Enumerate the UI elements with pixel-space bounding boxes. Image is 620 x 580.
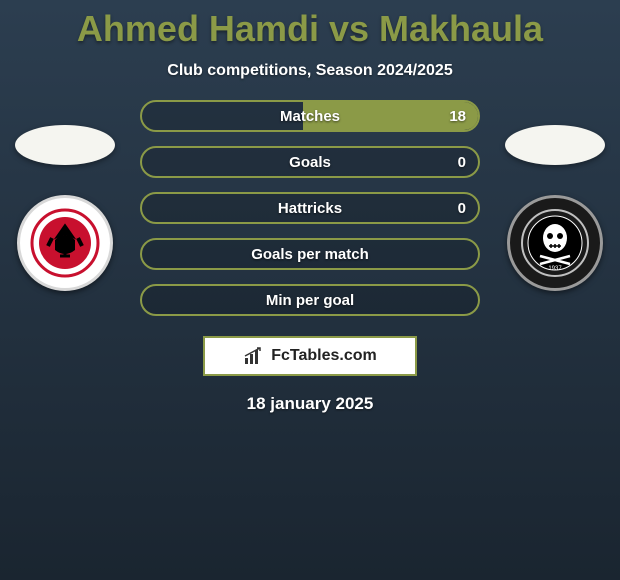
svg-text:1937: 1937 bbox=[548, 266, 562, 272]
stat-bar: Matches 18 bbox=[140, 100, 480, 132]
comparison-row: Matches 18 Goals 0 Hattricks 0 Goals per match… bbox=[0, 100, 620, 316]
stat-label: Goals bbox=[289, 154, 331, 171]
left-player-column bbox=[10, 125, 120, 291]
stat-bar: Min per goal bbox=[140, 284, 480, 316]
stat-bar: Goals per match bbox=[140, 238, 480, 270]
stat-label: Matches bbox=[280, 108, 340, 125]
stat-label: Goals per match bbox=[251, 246, 369, 263]
subtitle: Club competitions, Season 2024/2025 bbox=[0, 62, 620, 80]
stats-column: Matches 18 Goals 0 Hattricks 0 Goals per match… bbox=[140, 100, 480, 316]
stat-value-right: 0 bbox=[458, 200, 466, 217]
stat-bar: Hattricks 0 bbox=[140, 192, 480, 224]
stat-value-right: 18 bbox=[449, 108, 466, 125]
stat-label: Min per goal bbox=[266, 292, 354, 309]
footer-brand-badge[interactable]: FcTables.com bbox=[203, 336, 417, 376]
stat-bar: Goals 0 bbox=[140, 146, 480, 178]
al-ahly-badge-icon bbox=[30, 208, 100, 278]
stat-label: Hattricks bbox=[278, 200, 342, 217]
left-player-avatar bbox=[15, 125, 115, 165]
chart-icon bbox=[243, 346, 265, 366]
right-club-badge: 1937 bbox=[507, 195, 603, 291]
orlando-pirates-badge-icon: 1937 bbox=[520, 208, 590, 278]
page-title: Ahmed Hamdi vs Makhaula bbox=[0, 0, 620, 50]
stat-value-right: 0 bbox=[458, 154, 466, 171]
left-club-badge bbox=[17, 195, 113, 291]
right-player-avatar bbox=[505, 125, 605, 165]
date-text: 18 january 2025 bbox=[0, 394, 620, 414]
right-player-column: 1937 bbox=[500, 125, 610, 291]
footer-brand-text: FcTables.com bbox=[271, 347, 377, 365]
